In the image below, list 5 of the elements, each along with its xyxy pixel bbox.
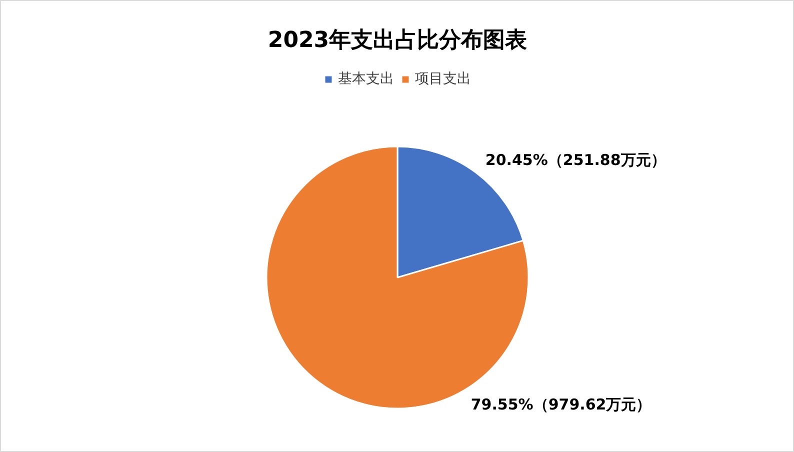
data-label: 79.55%（979.62万元）	[470, 396, 652, 414]
legend-label: 项目支出	[415, 70, 471, 88]
chart-title: 2023年支出占比分布图表	[268, 28, 528, 53]
data-label: 20.45%（251.88万元）	[485, 151, 666, 170]
legend-label: 基本支出	[338, 70, 394, 88]
